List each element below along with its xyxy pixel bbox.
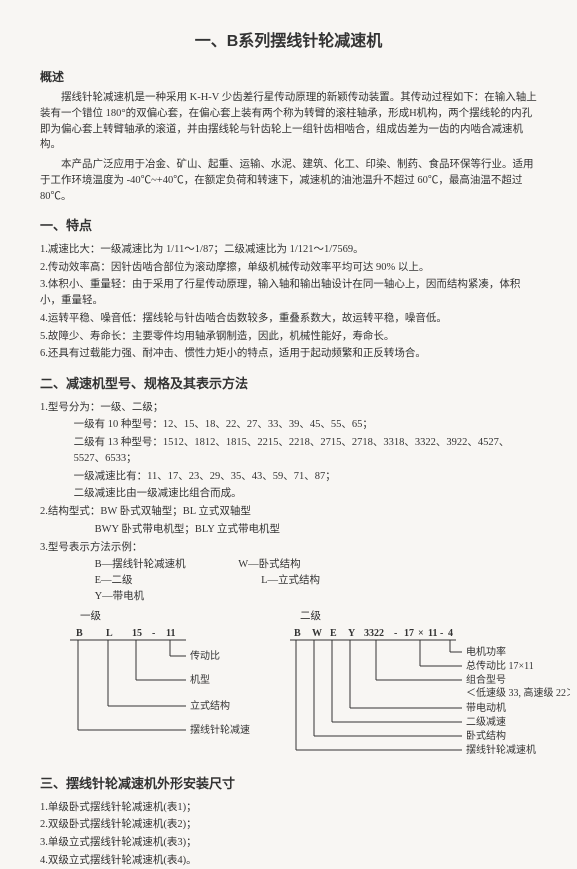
feature-item: 5.故障少、寿命长：主要零件均用轴承钢制造，因此，机械性能好，寿命长。	[40, 329, 537, 345]
d2-header: B	[294, 628, 301, 639]
section3-heading: 三、摆线针轮减速机外形安装尺寸	[40, 774, 537, 794]
d2-header: 17	[404, 628, 414, 639]
d2-label: 摆线针轮减速机	[466, 743, 536, 756]
d2-header: Y	[348, 628, 356, 639]
overview-heading: 概述	[40, 68, 537, 86]
d2-header: -	[394, 628, 397, 639]
diagram-container: 一级 B L 15 - 11 传动比 机型 立式结构 摆线针轮减速机 二级 B …	[70, 609, 537, 763]
d1-header: 11	[166, 628, 175, 639]
diagram-one-stage: 一级 B L 15 - 11 传动比 机型 立式结构 摆线针轮减速机	[70, 609, 250, 763]
sec2-item: 3.型号表示方法示例：	[40, 540, 537, 556]
d2-label: 二级减速	[466, 716, 506, 728]
d2-header: 4	[448, 628, 453, 639]
d2-header: -	[440, 628, 443, 639]
d1-label: 摆线针轮减速机	[190, 723, 250, 736]
d2-header: ×	[418, 628, 424, 639]
sec3-item: 2.双级卧式摆线针轮减速机(表2)；	[40, 817, 537, 833]
overview-p1: 摆线针轮减速机是一种采用 K-H-V 少齿差行星传动原理的新颖传动装置。其传动过…	[40, 90, 537, 153]
d1-header: B	[76, 628, 83, 639]
sec2-item: 一级减速比有：11、17、23、29、35、43、59、71、87；	[40, 469, 537, 485]
sec2-item: 二级减速比由一级减速比组合而成。	[40, 486, 537, 502]
legend-l: L—立式结构	[261, 575, 320, 586]
legend-b: B—摆线针轮减速机	[95, 559, 186, 570]
legend-w: W—卧式结构	[238, 559, 300, 570]
d2-header: 3322	[364, 628, 384, 639]
feature-item: 3.体积小、重量轻：由于采用了行星传动原理，输入轴和输出轴设计在同一轴心上，因而…	[40, 277, 537, 309]
d2-label: ＜低速级 33, 高速级 22＞	[466, 686, 570, 699]
overview-p2: 本产品广泛应用于冶金、矿山、起重、运输、水泥、建筑、化工、印染、制药、食品环保等…	[40, 157, 537, 204]
d1-header: L	[106, 628, 113, 639]
diagram-label: 二级	[300, 609, 570, 625]
d1-header: 15	[132, 628, 142, 639]
d1-label: 立式结构	[190, 699, 230, 712]
diagram-label: 一级	[80, 609, 250, 625]
feature-item: 2.传动效率高：因针齿啮合部位为滚动摩擦，单级机械传动效率平均可达 90% 以上…	[40, 260, 537, 276]
d2-header: W	[312, 628, 322, 639]
sec2-item: 一级有 10 种型号：12、15、18、22、27、33、39、45、55、65…	[40, 417, 537, 433]
d2-header: E	[330, 628, 337, 639]
d1-label: 传动比	[190, 650, 220, 662]
d2-label: 总传动比 17×11	[466, 659, 534, 672]
feature-item: 1.减速比大：一级减速比为 1/11～1/87；二级减速比为 1/121～1/7…	[40, 242, 537, 258]
d2-header: 11	[428, 628, 437, 639]
sec3-item: 4.双级立式摆线针轮减速机(表4)。	[40, 853, 537, 869]
sec2-item: 1.型号分为：一级、二级；	[40, 400, 537, 416]
d2-label: 带电动机	[466, 701, 506, 714]
sec3-item: 1.单级卧式摆线针轮减速机(表1)；	[40, 800, 537, 816]
page-title: 一、B系列摆线针轮减速机	[40, 30, 537, 54]
diagram-two-stage: 二级 B W E Y 3322 - 17 × 11 - 4 电机功率 总传动比 …	[290, 609, 570, 763]
sec2-item: BWY 卧式带电机型；BLY 立式带电机型	[40, 522, 537, 538]
d2-label: 组合型号	[466, 673, 506, 686]
sec2-item: 2.结构型式：BW 卧式双轴型；BL 立式双轴型	[40, 504, 537, 520]
section1-heading: 一、特点	[40, 216, 537, 236]
legend-y: Y—带电机	[95, 591, 145, 602]
feature-item: 4.运转平稳、噪音低：摆线轮与针齿啮合齿数较多，重叠系数大，故运转平稳，噪音低。	[40, 311, 537, 327]
d1-label: 机型	[190, 673, 210, 686]
section2-heading: 二、减速机型号、规格及其表示方法	[40, 374, 537, 394]
d1-header: -	[152, 628, 155, 639]
d2-label: 卧式结构	[466, 729, 506, 742]
legend-e: E—二级	[95, 575, 133, 586]
sec3-item: 3.单级立式摆线针轮减速机(表3)；	[40, 835, 537, 851]
feature-item: 6.还具有过载能力强、耐冲击、惯性力矩小的特点，适用于起动频繁和正反转场合。	[40, 346, 537, 362]
d2-label: 电机功率	[466, 645, 506, 658]
sec2-item: 二级有 13 种型号：1512、1812、1815、2215、2218、2715…	[40, 435, 537, 467]
